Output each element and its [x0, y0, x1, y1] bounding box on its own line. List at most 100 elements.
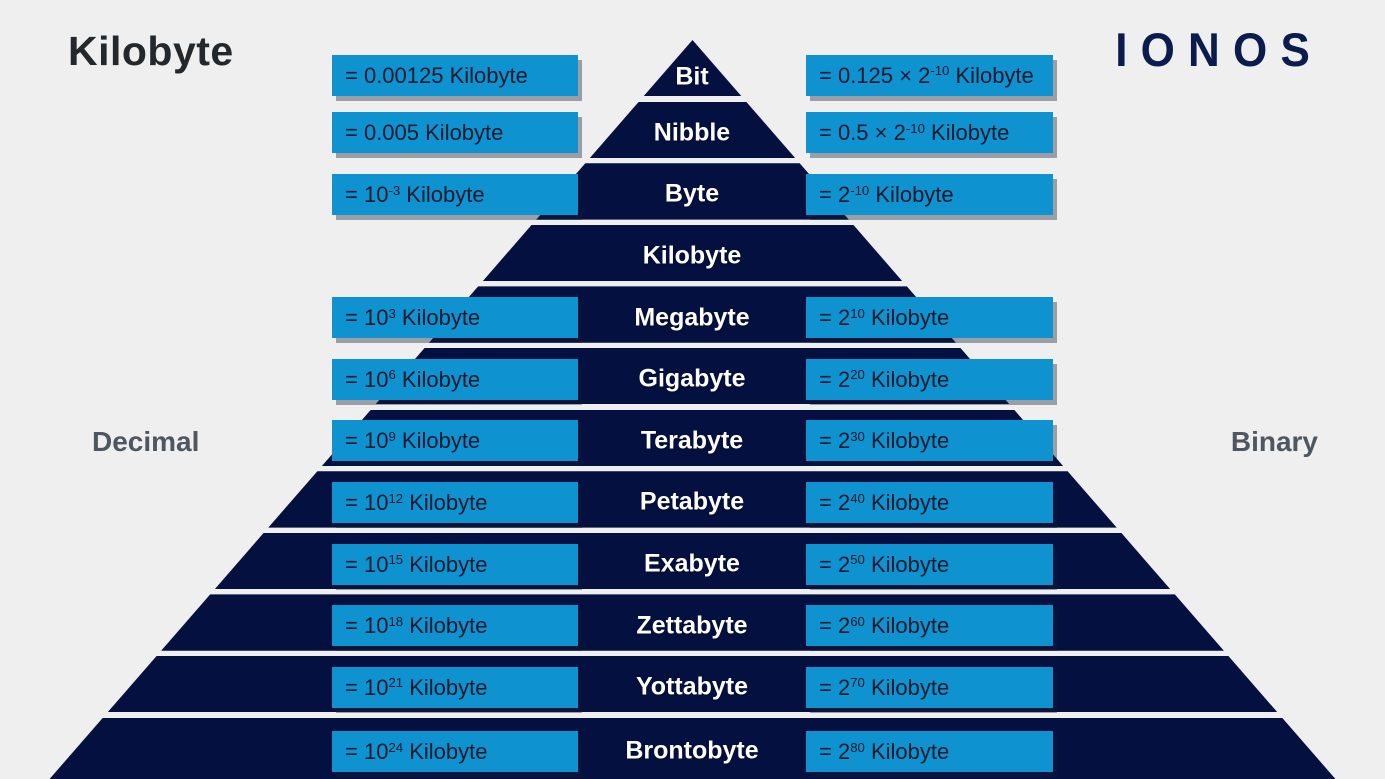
conversion-exponent: 18 — [388, 613, 404, 629]
conversion-unit: Kilobyte — [403, 551, 488, 577]
decimal-conversion-box: = 109 Kilobyte — [332, 420, 578, 462]
conversion-text: = 10 — [345, 738, 389, 764]
conversion-unit: Kilobyte — [869, 181, 954, 207]
pyramid-level-brontobyte: Brontobyte — [49, 717, 1336, 779]
binary-conversion-box: = 220 Kilobyte — [806, 358, 1053, 400]
level-label: Yottabyte — [635, 672, 749, 701]
conversion-text: = 10 — [345, 674, 389, 700]
conversion-exponent: 21 — [388, 675, 404, 691]
conversion-text: = 0.5 × 2 — [819, 120, 906, 146]
level-label: Kilobyte — [642, 241, 742, 270]
level-label: Terabyte — [640, 426, 744, 455]
pyramid-level-petabyte: Petabyte — [268, 471, 1117, 528]
conversion-exponent: -10 — [930, 63, 950, 79]
conversion-unit: Kilobyte — [864, 551, 950, 577]
conversion-exponent: 12 — [388, 490, 404, 506]
pyramid-level-yottabyte: Yottabyte — [107, 656, 1278, 713]
level-label: Nibble — [653, 118, 731, 147]
conversion-text: = 2 — [819, 181, 851, 207]
conversion-unit: Kilobyte — [924, 120, 1010, 146]
conversion-unit: Kilobyte — [395, 366, 481, 392]
conversion-text: = 10 — [345, 489, 389, 515]
conversion-unit: Kilobyte — [864, 489, 950, 515]
pyramid-level-byte: Byte — [536, 163, 849, 220]
conversion-text: = 2 — [819, 551, 851, 577]
level-label: Bit — [675, 62, 709, 91]
conversion-exponent: -10 — [850, 182, 870, 198]
conversion-exponent: 9 — [388, 429, 396, 445]
level-label: Petabyte — [639, 487, 745, 516]
conversion-unit: Kilobyte — [395, 428, 481, 454]
pyramid-level-gigabyte: Gigabyte — [375, 348, 1010, 405]
decimal-conversion-box: = 1024 Kilobyte — [332, 730, 578, 772]
conversion-unit: Kilobyte — [864, 738, 950, 764]
decimal-conversion-box: = 103 Kilobyte — [332, 297, 578, 339]
binary-conversion-box: = 0.5 × 2-10 Kilobyte — [806, 112, 1053, 154]
conversion-exponent: 24 — [388, 739, 404, 755]
conversion-exponent: 80 — [850, 739, 865, 755]
pyramid-level-zettabyte: Zettabyte — [161, 594, 1224, 651]
conversion-unit: Kilobyte — [864, 674, 950, 700]
conversion-unit: Kilobyte — [949, 62, 1034, 88]
pyramid-level-nibble: Nibble — [589, 101, 796, 158]
conversion-text: = 2 — [819, 428, 851, 454]
decimal-conversion-box: = 1015 Kilobyte — [332, 543, 578, 585]
conversion-unit: Kilobyte — [403, 738, 488, 764]
decimal-conversion-box: = 0.005 Kilobyte — [332, 112, 578, 154]
ionos-logo: IONOS — [1115, 24, 1323, 77]
decimal-conversion-box: = 106 Kilobyte — [332, 358, 578, 400]
level-label: Zettabyte — [636, 611, 748, 640]
conversion-exponent: 20 — [850, 367, 865, 383]
conversion-text: = 0.00125 Kilobyte — [345, 62, 528, 88]
level-label: Megabyte — [634, 303, 750, 332]
conversion-text: = 10 — [345, 181, 389, 207]
conversion-text: = 10 — [345, 428, 389, 454]
pyramid-level-kilobyte: Kilobyte — [482, 224, 903, 282]
level-label: Byte — [664, 179, 720, 208]
conversion-exponent: 70 — [850, 675, 865, 691]
conversion-exponent: 10 — [850, 305, 865, 321]
decimal-conversion-box: = 1021 Kilobyte — [332, 666, 578, 708]
binary-conversion-box: = 280 Kilobyte — [806, 730, 1053, 772]
decimal-conversion-box: = 0.00125 Kilobyte — [332, 54, 578, 96]
level-label: Brontobyte — [625, 736, 759, 765]
binary-conversion-box: = 260 Kilobyte — [806, 605, 1053, 647]
conversion-unit: Kilobyte — [403, 489, 488, 515]
conversion-text: = 2 — [819, 305, 851, 331]
conversion-exponent: -10 — [905, 121, 925, 137]
conversion-text: = 0.005 Kilobyte — [345, 120, 504, 146]
conversion-unit: Kilobyte — [403, 674, 488, 700]
level-label: Gigabyte — [638, 364, 746, 393]
binary-conversion-box: = 2-10 Kilobyte — [806, 173, 1053, 215]
conversion-exponent: 60 — [850, 613, 865, 629]
binary-conversion-box: = 240 Kilobyte — [806, 481, 1053, 523]
binary-conversion-box: = 230 Kilobyte — [806, 420, 1053, 462]
binary-conversion-box: = 0.125 × 2-10 Kilobyte — [806, 54, 1053, 96]
page-title: Kilobyte — [68, 28, 234, 74]
decimal-side-label: Decimal — [92, 426, 200, 457]
pyramid-level-exabyte: Exabyte — [214, 532, 1171, 590]
conversion-text: = 10 — [345, 551, 389, 577]
conversion-unit: Kilobyte — [395, 305, 481, 331]
conversion-text: = 10 — [345, 366, 389, 392]
conversion-exponent: 3 — [388, 305, 396, 321]
conversion-exponent: -3 — [388, 182, 401, 198]
level-label: Exabyte — [644, 549, 740, 578]
conversion-exponent: 30 — [850, 429, 865, 445]
conversion-text: = 2 — [819, 674, 851, 700]
binary-conversion-box: = 210 Kilobyte — [806, 297, 1053, 339]
conversion-unit: Kilobyte — [400, 181, 485, 207]
conversion-text: = 0.125 × 2 — [819, 62, 931, 88]
conversion-exponent: 15 — [388, 552, 404, 568]
conversion-text: = 10 — [345, 613, 389, 639]
conversion-text: = 2 — [819, 613, 851, 639]
decimal-conversion-box: = 10-3 Kilobyte — [332, 173, 578, 215]
conversion-text: = 2 — [819, 738, 851, 764]
pyramid-level-megabyte: Megabyte — [429, 286, 956, 343]
conversion-text: = 2 — [819, 489, 851, 515]
conversion-unit: Kilobyte — [403, 613, 488, 639]
pyramid-level-terabyte: Terabyte — [321, 409, 1064, 466]
decimal-conversion-box: = 1018 Kilobyte — [332, 605, 578, 647]
conversion-exponent: 50 — [850, 552, 865, 568]
